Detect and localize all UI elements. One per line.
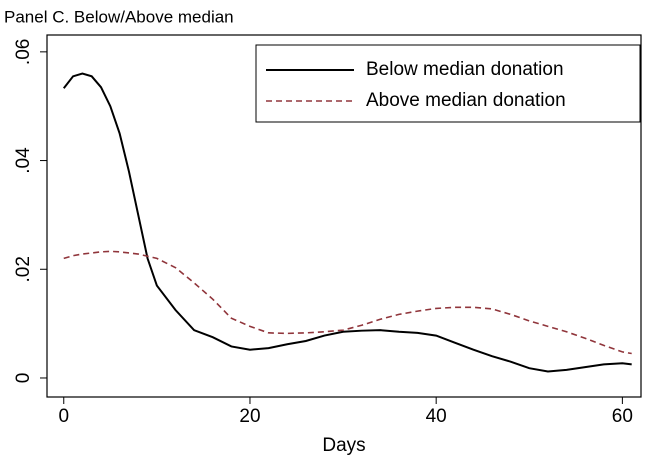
y-tick-label: .02 bbox=[13, 256, 34, 282]
plot-frame bbox=[46, 34, 642, 398]
x-tick-label: 20 bbox=[239, 406, 260, 427]
x-tick-label: 40 bbox=[426, 406, 447, 427]
y-tick-label: .04 bbox=[13, 147, 34, 174]
legend-label: Below median donation bbox=[366, 59, 564, 80]
chart-title: Panel C. Below/Above median bbox=[4, 7, 234, 26]
x-tick-label: 60 bbox=[612, 406, 633, 427]
y-tick-label: .06 bbox=[13, 39, 34, 65]
series-line bbox=[63, 250, 632, 355]
x-tick-label: 0 bbox=[58, 406, 69, 427]
legend-label: Above median donation bbox=[366, 90, 566, 111]
legend-box bbox=[255, 44, 641, 123]
series-line bbox=[62, 72, 632, 373]
x-axis-title: Days bbox=[322, 435, 365, 456]
y-tick-label: 0 bbox=[13, 373, 34, 384]
